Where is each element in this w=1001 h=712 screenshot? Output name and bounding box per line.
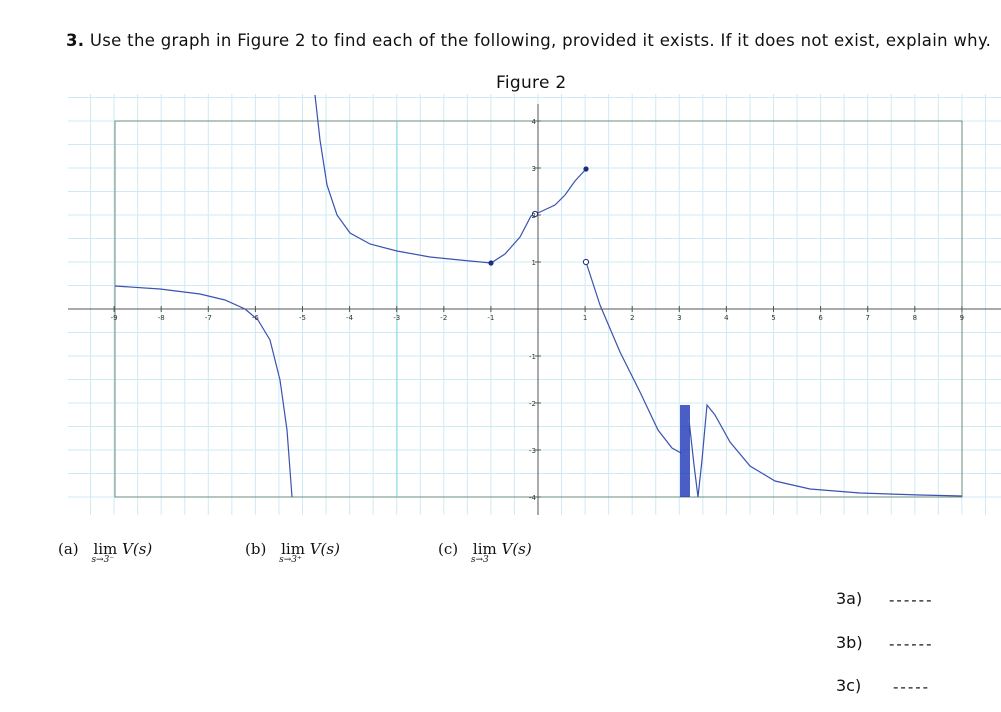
curve-left-branch [114,285,293,498]
part-b-subscript: s→3⁺ [279,555,302,565]
part-a-lim-word: lim [93,540,118,558]
x-tick-label: -7 [205,314,212,322]
x-tick-label: 1 [583,314,587,322]
y-tick-label: 2 [532,212,536,220]
x-tick-label: -3 [393,314,400,322]
y-tick-label: -1 [529,353,536,361]
curve-middle-branch [314,94,587,264]
part-a-lim: lim s→3⁻ [91,540,118,565]
x-tick-label: -4 [346,314,354,322]
part-a: (a) lim s→3⁻ V(s) [58,540,153,565]
part-b-label: (b) [245,540,267,558]
y-tick-labels: 4 3 2 1 -1 -2 -3 -4 [529,118,537,502]
y-tick-label: 3 [532,165,536,173]
x-tick-label: 4 [724,314,729,322]
x-tick-label: -9 [111,314,118,322]
part-c-expression: V(s) [501,540,532,558]
x-tick-label: 6 [818,314,823,322]
x-tick-label: 9 [960,314,964,322]
curve-right-branch [585,261,682,454]
x-tick-label: 7 [865,314,869,322]
answer-3c-blank[interactable]: ----- [893,678,931,696]
question-text: 3. Use the graph in Figure 2 to find eac… [66,30,1001,52]
x-tick-label: -1 [487,314,494,322]
question-body: Use the graph in Figure 2 to find each o… [89,31,992,50]
curve-decay-branch [688,403,963,498]
part-c-label: (c) [438,540,459,558]
question-number: 3. [66,31,85,50]
part-b-lim-word: lim [281,540,305,558]
x-tick-label: -5 [299,314,306,322]
answer-3a-label: 3a) [836,589,863,608]
part-c: (c) lim s→3 V(s) [438,540,532,565]
part-b-expression: V(s) [309,540,340,558]
y-tick-label: -4 [529,494,537,502]
answer-3b-blank[interactable]: ------ [889,635,934,653]
x-tick-labels: -9 -8 -7 -6 -5 -4 -3 -2 -1 1 2 3 4 5 6 7 8 9 [111,314,965,322]
x-tick-label: -8 [158,314,165,322]
part-c-lim-word: lim [472,540,497,558]
part-b: (b) lim s→3⁺ V(s) [245,540,340,565]
part-a-label: (a) [58,540,79,558]
answer-3a-blank[interactable]: ------ [889,591,934,609]
open-point-2 [582,258,590,266]
y-tick-label: -2 [529,400,536,408]
x-tick-label: 8 [913,314,917,322]
part-a-expression: V(s) [122,540,153,558]
x-tick-label: 2 [630,314,634,322]
x-tick-label: 3 [677,314,681,322]
x-tick-label: -2 [440,314,447,322]
part-c-subscript: s→3 [470,555,489,565]
answer-3c-label: 3c) [836,676,862,695]
y-tick-label: 4 [532,118,537,126]
y-tick-label: 1 [532,259,536,267]
part-a-subscript: s→3⁻ [91,555,115,565]
open-point-1 [531,210,539,218]
closed-point-2 [583,166,589,172]
part-b-lim: lim s→3⁺ [279,540,305,565]
x-tick-label: 5 [771,314,775,322]
part-c-lim: lim s→3 [471,540,497,565]
x-tick-label: -6 [252,314,260,322]
y-tick-label: -3 [529,447,536,455]
figure-title: Figure 2 [496,73,567,93]
axis-ticks [113,120,963,498]
answer-3b-label: 3b) [836,633,863,652]
curve-oscillation [680,405,690,497]
closed-point-1 [488,260,494,266]
